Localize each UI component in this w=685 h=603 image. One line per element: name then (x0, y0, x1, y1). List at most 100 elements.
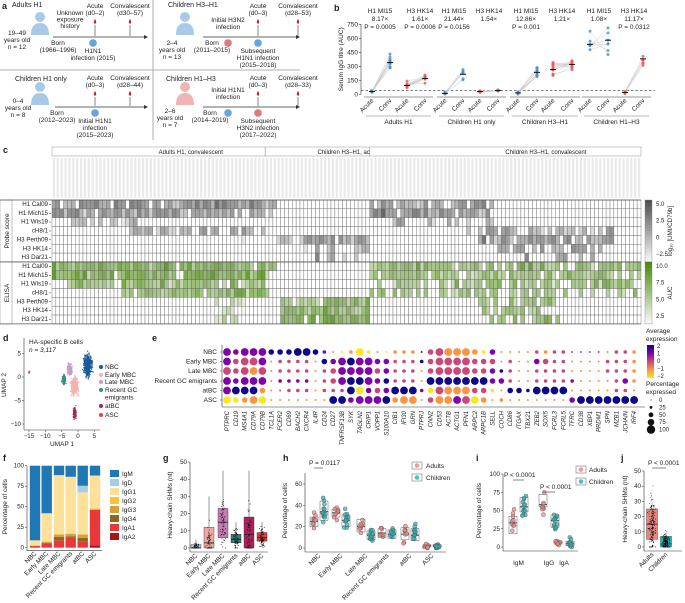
heatmap-cell (284, 199, 289, 210)
heatmap-cell (609, 199, 615, 210)
stacked-bar-segment (41, 465, 52, 514)
heatmap-cell (567, 217, 572, 227)
heatmap-cell (493, 314, 498, 325)
pair-line (589, 43, 609, 46)
data-point (222, 534, 224, 536)
gene-label: IL4R (314, 410, 320, 423)
heatmap-cell (288, 288, 293, 298)
y-tick-label: −10 (11, 421, 22, 428)
heatmap-cell (540, 244, 545, 254)
heatmap-cell (63, 279, 68, 289)
heatmap-cell (551, 235, 556, 245)
heatmap-cell (199, 217, 204, 227)
heatmap-cell (245, 279, 250, 289)
heatmap-cell (98, 288, 103, 298)
expression-dot (500, 360, 503, 363)
heatmap-cell (334, 208, 339, 218)
data-point (224, 522, 225, 524)
heatmap-cell (78, 208, 84, 218)
heatmap-cell (121, 261, 126, 272)
heatmap-cell (51, 279, 57, 289)
heatmap-cell (152, 252, 157, 263)
heatmap-cell (129, 217, 134, 227)
expression-dot (259, 387, 266, 394)
heatmap-cell (106, 261, 111, 272)
heatmap-cell (75, 261, 80, 272)
expression-dot (444, 377, 453, 385)
expression-dot (321, 358, 328, 365)
expression-dot (411, 359, 415, 364)
heatmap-cell (431, 261, 436, 272)
umap-point (73, 378, 76, 381)
heatmap-cell (357, 208, 363, 218)
data-point (249, 529, 251, 531)
umap-point (75, 417, 77, 419)
heatmap-cell (288, 270, 293, 280)
heatmap-cell (474, 261, 479, 272)
heatmap-cell (528, 314, 533, 325)
antigen-label: H1 MI15 (442, 8, 467, 15)
sample-id-label (544, 158, 548, 198)
umap-point (71, 390, 74, 393)
heatmap-cell (485, 270, 491, 280)
umap-point (90, 367, 93, 369)
heatmap-cell (416, 199, 421, 210)
heatmap-cell (338, 314, 343, 325)
heatmap-cell (462, 270, 467, 280)
heatmap-cell (319, 208, 324, 218)
heatmap-cell (102, 314, 107, 325)
heatmap-cell (144, 252, 150, 263)
heatmap-cell (462, 226, 467, 236)
heatmap-cell (528, 235, 533, 245)
heatmap-cell (187, 306, 192, 316)
heatmap-cell (524, 217, 529, 227)
data-point (250, 533, 252, 535)
heatmap-cell (276, 199, 281, 210)
umap-point (68, 363, 71, 366)
data-point (196, 546, 198, 548)
heatmap-cell (540, 270, 545, 280)
heatmap-cell (578, 297, 584, 307)
expression-dot (340, 388, 344, 393)
heatmap-cell (199, 306, 204, 316)
sample-id-label (335, 158, 338, 198)
umap-point (85, 374, 88, 377)
colorbar-segment (645, 230, 652, 235)
heatmap-cell (51, 208, 57, 218)
heatmap-cell (489, 244, 494, 254)
data-point (222, 519, 223, 521)
sample-id-label (347, 158, 350, 198)
heatmap-cell (574, 314, 580, 325)
heatmap-cell (148, 244, 153, 254)
heatmap-cell (67, 217, 72, 227)
heatmap-cell (385, 217, 390, 227)
heatmap-cell (501, 279, 506, 289)
heatmap-cell (183, 314, 188, 325)
heatmap-cell (241, 208, 246, 218)
heatmap-cell (590, 199, 595, 210)
expression-dot (462, 348, 470, 356)
heatmap-cell (129, 226, 134, 236)
heatmap-cell (478, 235, 483, 245)
heatmap-cell (264, 244, 270, 254)
heatmap-cell (447, 314, 452, 325)
heatmap-cell (90, 217, 95, 227)
heatmap-cell (133, 208, 138, 218)
cohort-title: Children H3–H1 (168, 2, 218, 9)
heatmap-cell (109, 314, 115, 325)
sample-id-label (285, 158, 288, 198)
heatmap-cell (249, 217, 254, 227)
heatmap-cell (586, 306, 591, 316)
heatmap-cell (633, 208, 638, 218)
heatmap-cell (187, 208, 192, 218)
heatmap-cell (551, 297, 556, 307)
expression-dot (427, 349, 434, 355)
expression-dot (241, 397, 248, 403)
heatmap-cell (164, 306, 169, 316)
heatmap-cell (385, 199, 390, 210)
heatmap-cell (330, 217, 336, 227)
data-point (235, 545, 236, 546)
heatmap-cell (392, 288, 398, 298)
data-point (204, 546, 206, 548)
heatmap-cell (78, 217, 84, 227)
